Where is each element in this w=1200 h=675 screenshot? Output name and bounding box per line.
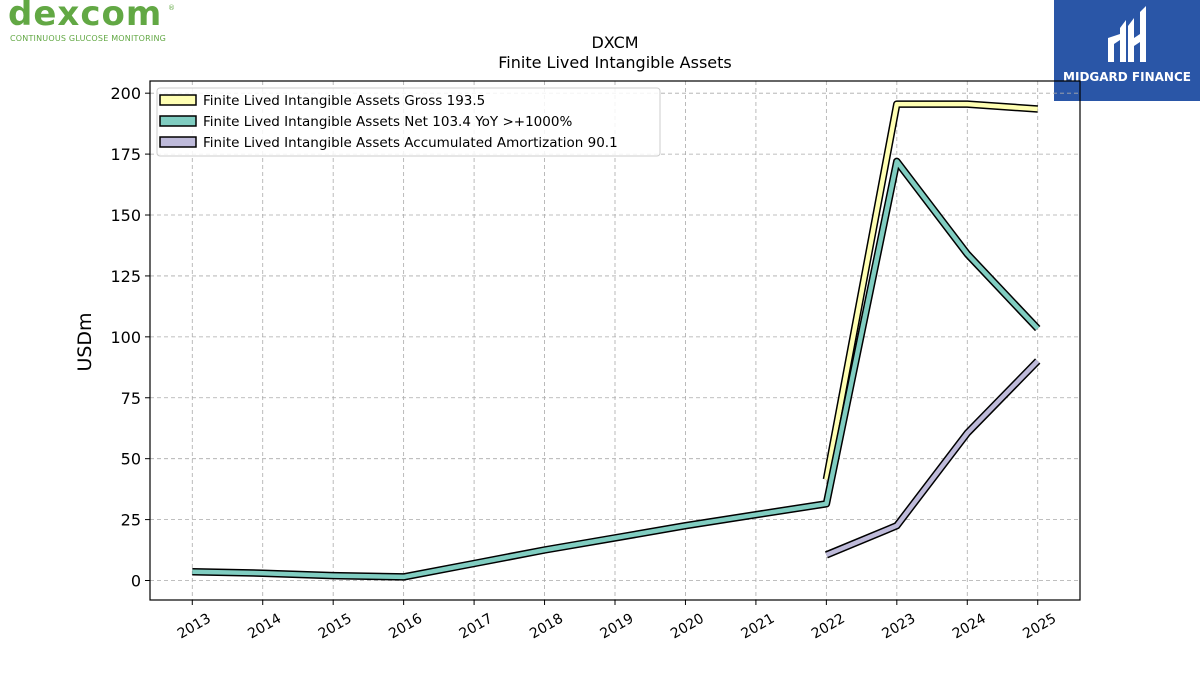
x-tick-label: 2019 bbox=[598, 611, 637, 643]
y-tick-label: 150 bbox=[110, 206, 141, 225]
legend-entry-label: Finite Lived Intangible Assets Net 103.4… bbox=[203, 114, 572, 130]
legend-entry-label: Finite Lived Intangible Assets Gross 193… bbox=[203, 93, 485, 109]
y-axis-label: USDm bbox=[74, 312, 96, 371]
midgard-emblem-icon bbox=[1108, 6, 1146, 62]
y-tick-label: 0 bbox=[131, 572, 141, 591]
legend-swatch bbox=[159, 136, 197, 148]
x-tick-label: 2013 bbox=[175, 611, 214, 643]
x-tick-label: 2021 bbox=[738, 611, 777, 643]
x-tick-label: 2023 bbox=[879, 611, 918, 643]
legend-swatch bbox=[159, 94, 197, 106]
series-line-3 bbox=[825, 359, 1040, 557]
midgard-finance-logo: MIDGARD FINANCE bbox=[1054, 0, 1200, 101]
y-tick-label: 50 bbox=[121, 450, 141, 469]
y-tick-label: 125 bbox=[110, 267, 141, 286]
x-tick-label: 2022 bbox=[809, 611, 848, 643]
series-lines bbox=[192, 100, 1041, 581]
series-line-2 bbox=[192, 159, 1040, 580]
y-tick-label: 75 bbox=[121, 389, 141, 408]
y-tick-label: 25 bbox=[121, 511, 141, 530]
legend: Finite Lived Intangible Assets Gross 193… bbox=[156, 87, 661, 157]
legend-box bbox=[156, 87, 661, 157]
series-line-outline bbox=[824, 358, 1041, 559]
dexcom-wordmark: dexcom bbox=[8, 0, 163, 34]
x-tick-label: 2014 bbox=[245, 611, 284, 643]
chart-subtitle: Finite Lived Intangible Assets bbox=[498, 53, 731, 72]
x-axis-ticks: 2013 2014 2015 2016 2017 2018 2019 2020 2021 2022… bbox=[175, 600, 1059, 642]
y-axis-ticks: 0 25 50 75 100 125 150 175 200 bbox=[110, 84, 150, 591]
x-tick-label: 2015 bbox=[316, 611, 355, 643]
x-tick-label: 2025 bbox=[1020, 611, 1059, 643]
legend-swatch bbox=[159, 115, 197, 127]
x-tick-label: 2018 bbox=[527, 611, 566, 643]
y-tick-label: 100 bbox=[110, 328, 141, 347]
dexcom-registered-mark: ® bbox=[168, 4, 175, 12]
legend-entry-label: Finite Lived Intangible Assets Accumulat… bbox=[203, 135, 618, 151]
dexcom-tagline: CONTINUOUS GLUCOSE MONITORING bbox=[10, 34, 167, 43]
x-tick-label: 2020 bbox=[668, 611, 707, 643]
grid-lines bbox=[150, 81, 1080, 600]
y-tick-label: 175 bbox=[110, 145, 141, 164]
x-tick-label: 2017 bbox=[457, 611, 496, 643]
chart-title: DXCM bbox=[591, 33, 638, 52]
midgard-finance-label: MIDGARD FINANCE bbox=[1063, 70, 1191, 84]
dexcom-logo: dexcom ® CONTINUOUS GLUCOSE MONITORING bbox=[4, 0, 184, 48]
y-tick-label: 200 bbox=[110, 84, 141, 103]
x-tick-label: 2024 bbox=[950, 611, 989, 643]
x-tick-label: 2016 bbox=[386, 611, 425, 643]
series-line-1 bbox=[824, 101, 1038, 480]
